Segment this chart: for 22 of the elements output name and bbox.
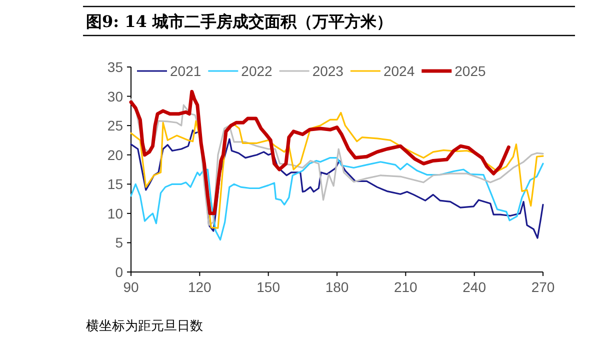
x-tick-label: 270 <box>531 279 555 295</box>
x-tick-label: 120 <box>188 279 212 295</box>
y-tick-label: 35 <box>107 59 124 75</box>
y-tick-label: 5 <box>115 234 124 251</box>
x-tick-label: 90 <box>123 279 139 295</box>
legend-label: 2021 <box>170 63 202 79</box>
x-tick-label: 180 <box>325 279 349 295</box>
legend-label: 2022 <box>241 63 273 79</box>
y-tick-label: 30 <box>107 88 124 104</box>
y-tick-label: 15 <box>107 176 124 192</box>
annotation: 横坐标为距元旦日数 <box>86 319 203 334</box>
y-tick-label: 20 <box>107 146 124 163</box>
y-tick-label: 10 <box>107 205 124 222</box>
y-tick-label: 25 <box>107 118 124 134</box>
title: 图9: 14 城市二手房成交面积（万平方米） <box>86 12 392 31</box>
legend-label: 2025 <box>454 63 486 79</box>
legend-label: 2023 <box>312 63 344 79</box>
y-tick-label: 0 <box>115 264 124 280</box>
legend-label: 2024 <box>383 63 415 79</box>
x-tick-label: 150 <box>256 279 280 295</box>
x-tick-label: 240 <box>462 279 486 295</box>
x-tick-label: 210 <box>394 279 418 295</box>
